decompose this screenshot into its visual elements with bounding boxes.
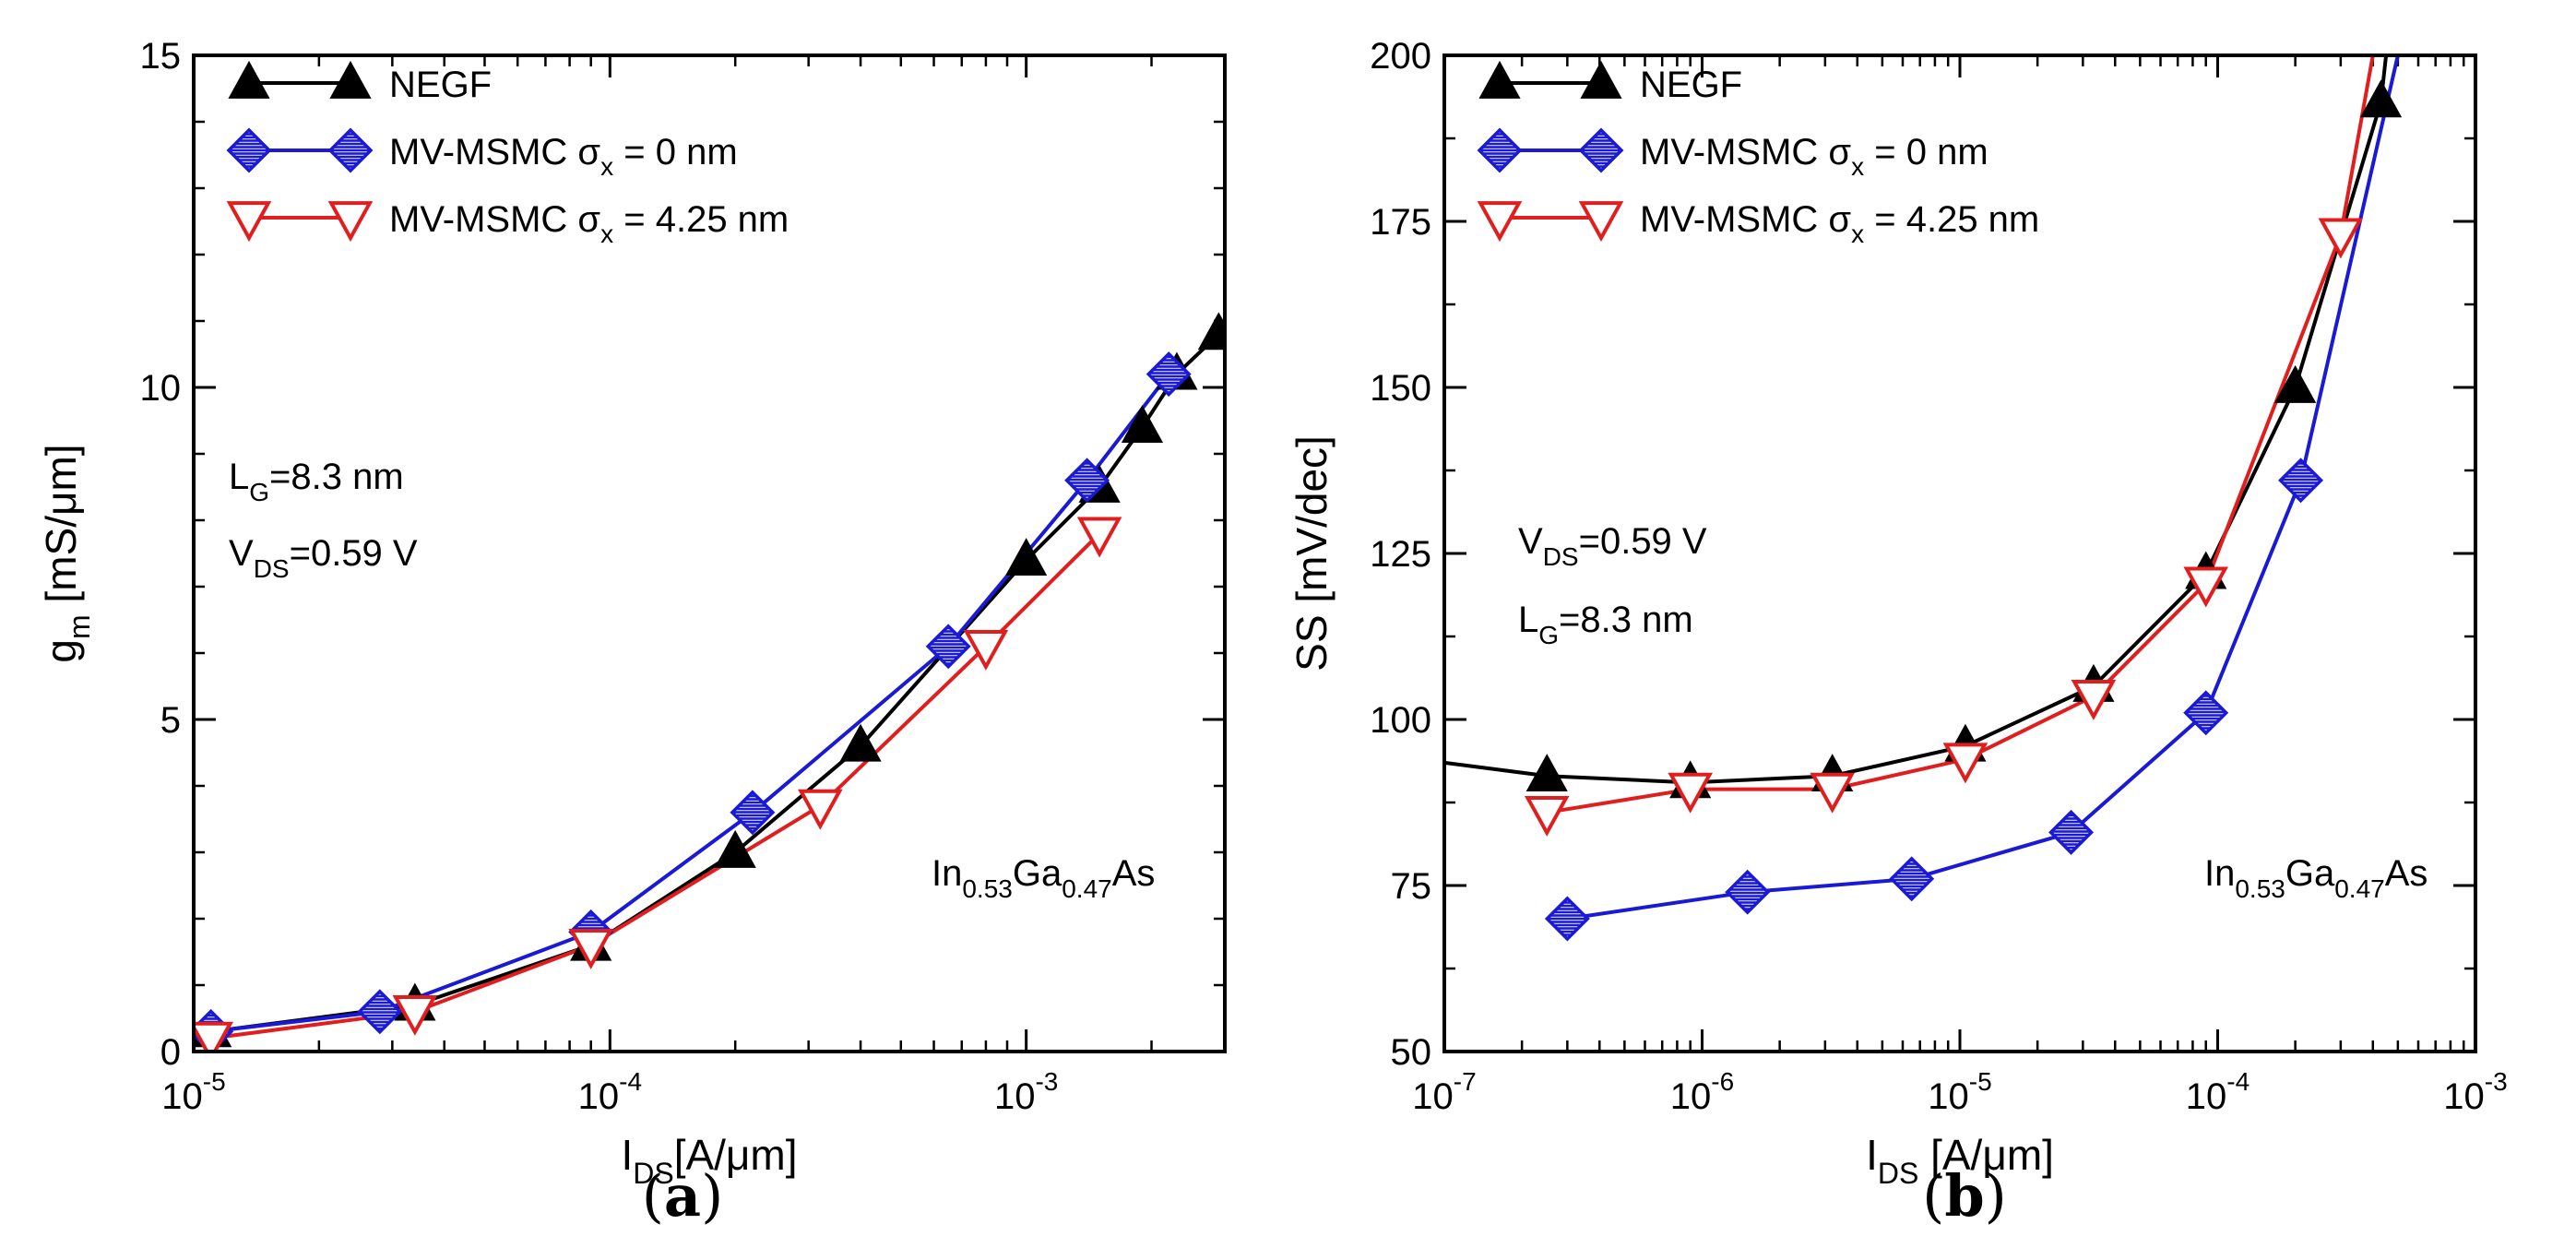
legend: NEGF MV-MSMC σx = 0 nm MV-MSMC σx = 4.25 n…	[226, 60, 789, 248]
x-tick-label: 10-5	[1928, 1067, 1991, 1117]
plot-frame	[1442, 53, 2477, 1053]
data-point-mv_msmc_425	[392, 994, 438, 1036]
y-tick-label: 75	[1391, 866, 1432, 907]
plot-frame	[192, 53, 1227, 1053]
y-tick-label: 0	[160, 1032, 181, 1073]
legend-label-mv_msmc_425: MV-MSMC σx = 4.25 nm	[1640, 199, 2039, 248]
data-point-negf	[1525, 754, 1568, 792]
legend-label-negf: NEGF	[1640, 65, 1742, 105]
data-point-mv_msmc_0	[2048, 809, 2095, 855]
data-point-mv_msmc_425	[1668, 772, 1714, 814]
y-tick-label: 200	[1370, 36, 1431, 77]
legend-marker-negf	[228, 60, 270, 99]
data-point-mv_msmc_425	[568, 928, 613, 969]
data-point-mv_msmc_0	[1146, 351, 1192, 398]
x-axis-label: IDS[A/μm]	[621, 1131, 797, 1190]
data-point-mv_msmc_0	[730, 790, 776, 836]
y-axis-label: SS [mV/dec]	[1288, 435, 1335, 672]
y-tick-label: 150	[1370, 368, 1431, 409]
data-point-mv_msmc_425	[2071, 679, 2117, 720]
x-tick-label: 10-3	[2443, 1067, 2507, 1117]
legend-marker-negf	[1478, 60, 1521, 99]
legend-label-negf: NEGF	[389, 65, 492, 105]
legend-marker-mv_msmc_425	[226, 201, 272, 243]
x-tick-label: 10-5	[161, 1067, 225, 1117]
legend-marker-negf	[329, 60, 372, 99]
data-point-negf	[1197, 312, 1225, 351]
data-point-mv_msmc_0	[357, 989, 403, 1035]
data-point-mv_msmc_0	[1064, 458, 1110, 504]
data-point-mv_msmc_0	[925, 624, 971, 670]
data-point-mv_msmc_425	[1076, 517, 1122, 558]
data-point-mv_msmc_425	[1942, 743, 1988, 784]
y-tick-label: 100	[1370, 700, 1431, 741]
chart-panel-a: 10-5 10-4 10-3 0 5 10 15 NEGF MV-MSMC σx = 0 nm M…	[37, 36, 1227, 1230]
data-point-mv_msmc_425	[1524, 795, 1570, 837]
series-group	[194, 312, 1225, 1052]
annotation-vds: VDS=0.59 V	[229, 533, 418, 583]
panel-caption: (b)	[1922, 1162, 2007, 1230]
legend-marker-mv_msmc_425	[327, 201, 374, 243]
data-point-negf	[1121, 405, 1164, 444]
legend-label-mv_msmc_425: MV-MSMC σx = 4.25 nm	[389, 199, 789, 248]
data-point-mv_msmc_0	[1725, 869, 1771, 915]
data-point-mv_msmc_0	[1889, 856, 1935, 902]
series-line-mv_msmc_425	[1546, 55, 2375, 814]
y-tick-label: 125	[1370, 534, 1431, 575]
data-point-negf	[839, 723, 882, 762]
x-tick-label: 10-3	[994, 1067, 1058, 1117]
data-point-mv_msmc_425	[2318, 218, 2364, 259]
data-point-mv_msmc_0	[2183, 690, 2229, 736]
x-tick-label: 10-7	[1412, 1067, 1476, 1117]
data-point-mv_msmc_425	[1810, 772, 1855, 814]
series-group	[1444, 55, 2403, 942]
annotation-lg: LG=8.3 nm	[1518, 600, 1693, 649]
x-tick-label: 10-4	[2186, 1067, 2250, 1117]
data-point-negf	[714, 829, 756, 868]
data-point-mv_msmc_0	[1544, 896, 1590, 942]
x-tick-label: 10-4	[578, 1067, 642, 1117]
x-axis-label: IDS [A/μm]	[1866, 1131, 2054, 1190]
series-line-negf	[210, 332, 1220, 1034]
data-point-negf	[1005, 538, 1048, 576]
legend-marker-mv_msmc_0	[226, 127, 272, 173]
legend-label-mv_msmc_0: MV-MSMC σx = 0 nm	[389, 132, 738, 181]
annotation-vds: VDS=0.59 V	[1518, 521, 1707, 571]
legend-marker-mv_msmc_425	[1578, 201, 1624, 243]
legend-marker-mv_msmc_0	[1477, 127, 1523, 173]
x-tick-label: 10-6	[1670, 1067, 1734, 1117]
data-point-mv_msmc_425	[194, 1021, 233, 1052]
series-line-mv_msmc_425	[210, 531, 1101, 1040]
legend-marker-mv_msmc_0	[327, 127, 374, 173]
y-tick-label: 175	[1370, 202, 1431, 243]
y-tick-label: 10	[140, 368, 182, 409]
data-point-negf	[2359, 79, 2403, 118]
y-tick-label: 50	[1391, 1032, 1432, 1073]
data-point-negf	[2274, 364, 2317, 403]
data-point-mv_msmc_425	[798, 789, 843, 830]
data-point-mv_msmc_425	[2183, 566, 2229, 608]
chart-panel-b: 10-7 10-6 10-5 10-4 10-3 50 75 100 125 150 175 200 N…	[1288, 36, 2508, 1230]
annotation-material: In0.53Ga0.47As	[2204, 853, 2428, 903]
y-tick-label: 15	[140, 36, 182, 77]
data-point-mv_msmc_425	[963, 629, 1009, 671]
legend: NEGF MV-MSMC σx = 0 nm MV-MSMC σx = 4.25 n…	[1477, 60, 2039, 248]
data-point-mv_msmc_0	[2278, 458, 2324, 504]
annotation-material: In0.53Ga0.47As	[932, 853, 1155, 903]
legend-marker-mv_msmc_0	[1578, 127, 1624, 173]
legend-marker-mv_msmc_425	[1477, 201, 1523, 243]
annotation-lg: LG=8.3 nm	[229, 457, 404, 506]
y-axis-label: gm [mS/μm]	[37, 444, 96, 662]
y-tick-label: 5	[160, 700, 181, 741]
legend-label-mv_msmc_0: MV-MSMC σx = 0 nm	[1640, 132, 1988, 181]
panel-caption: (a)	[642, 1162, 724, 1230]
legend-marker-negf	[1580, 60, 1622, 99]
